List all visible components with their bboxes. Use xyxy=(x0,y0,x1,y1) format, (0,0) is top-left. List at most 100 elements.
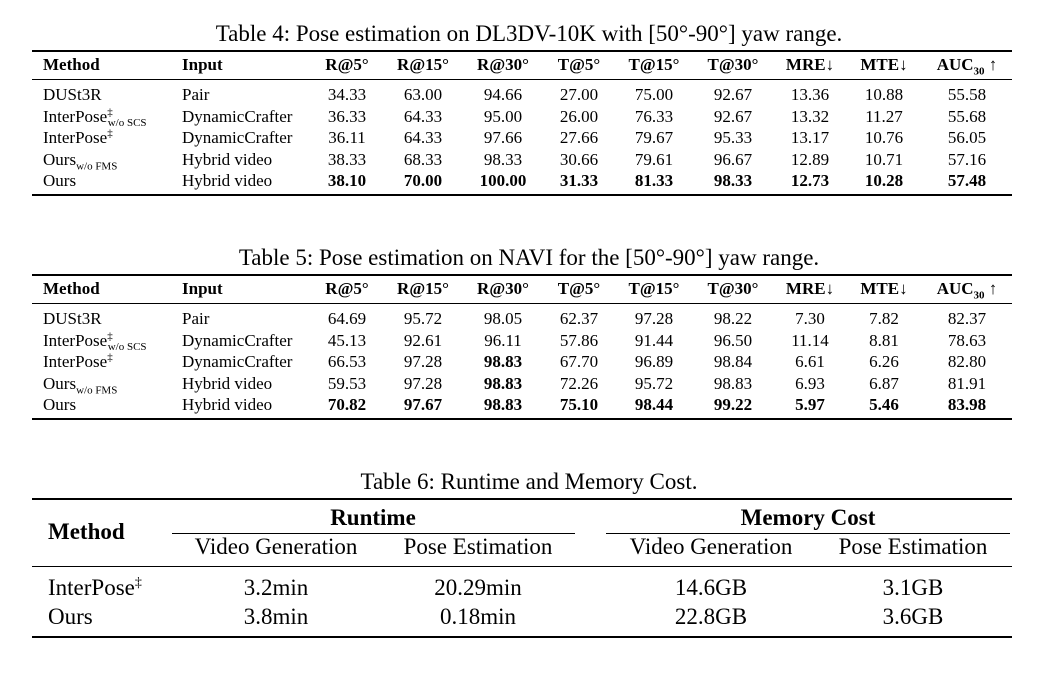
value-cell: 6.87 xyxy=(869,373,899,393)
input-cell: Pair xyxy=(182,309,210,328)
table5-caption: Table 5: Pose estimation on NAVI for the… xyxy=(238,245,820,270)
value-cell: 76.33 xyxy=(634,106,674,126)
table6-top-rule xyxy=(32,498,1012,500)
value-cell: 10.28 xyxy=(864,171,904,190)
table-row: Oursw/o FMS Hybrid video 59.53 97.28 98.83 72… xyxy=(0,373,1058,396)
value-cell: 91.44 xyxy=(634,330,674,350)
header-r5: R@5° xyxy=(325,279,369,298)
value-cell: 6.93 xyxy=(795,373,825,393)
table5-top-rule xyxy=(32,274,1012,276)
method-cell: Ours xyxy=(43,171,77,190)
method-cell: InterPose‡ xyxy=(48,575,142,600)
header-input: Input xyxy=(182,55,223,74)
value-cell: 10.71 xyxy=(864,149,904,169)
header-r5: R@5° xyxy=(325,55,369,74)
value-cell: 5.97 xyxy=(795,395,825,414)
table4-header-row: Method Input R@5° R@15° R@30° T@5° T@15°… xyxy=(0,54,1058,78)
value-cell: 96.67 xyxy=(713,149,753,169)
value-cell: 6.61 xyxy=(795,352,825,371)
table-row: InterPose‡ DynamicCrafter 36.11 64.33 97.66 2… xyxy=(0,127,1058,148)
header-mte: MTE↓ xyxy=(860,55,908,74)
value-cell: 64.33 xyxy=(403,106,443,126)
value-cell: 96.11 xyxy=(484,330,522,350)
memory-video-generation-header: Video Generation xyxy=(629,534,793,559)
value-cell: 10.88 xyxy=(864,85,904,104)
value-cell: 7.82 xyxy=(869,309,899,328)
header-t30: T@30° xyxy=(707,55,759,74)
method-cell: Oursw/o FMS xyxy=(43,373,118,396)
value-cell: 3.8min xyxy=(243,604,309,629)
value-cell: 64.33 xyxy=(403,128,443,147)
input-cell: DynamicCrafter xyxy=(182,128,293,147)
table-row: InterPose‡ 3.2min 20.29min 14.6GB 3.1GB xyxy=(0,574,1058,602)
value-cell: 70.82 xyxy=(327,395,367,414)
value-cell: 30.66 xyxy=(559,149,599,169)
value-cell: 95.72 xyxy=(634,373,674,393)
header-r15: R@15° xyxy=(397,55,449,74)
table6-method-header: Method xyxy=(48,519,125,544)
value-cell: 79.67 xyxy=(634,128,674,147)
table-row: Ours Hybrid video 38.10 70.00 100.00 31.33 81.… xyxy=(0,170,1058,191)
value-cell: 57.86 xyxy=(559,330,599,350)
value-cell: 98.83 xyxy=(483,352,523,371)
value-cell: 3.6GB xyxy=(882,604,944,629)
value-cell: 38.33 xyxy=(327,149,367,169)
table6-memory-header: Memory Cost xyxy=(740,505,876,530)
table5-mid-rule xyxy=(32,303,1012,304)
value-cell: 57.48 xyxy=(947,171,987,190)
value-cell: 59.53 xyxy=(327,373,367,393)
value-cell: 70.00 xyxy=(403,171,443,190)
input-cell: Hybrid video xyxy=(182,171,273,190)
table-row: InterPose‡w/o SCS DynamicCrafter 45.13 92.6… xyxy=(0,330,1058,352)
value-cell: 98.84 xyxy=(713,352,753,371)
input-cell: Pair xyxy=(182,85,210,104)
table6-bottom-rule xyxy=(32,636,1012,638)
header-auc: AUC30 ↑ xyxy=(936,279,998,302)
table6-caption: Table 6: Runtime and Memory Cost. xyxy=(360,469,698,494)
value-cell: 98.33 xyxy=(483,149,523,169)
value-cell: 34.33 xyxy=(327,85,367,104)
table4-mid-rule xyxy=(32,79,1012,80)
input-cell: Hybrid video xyxy=(182,373,273,393)
value-cell: 81.91 xyxy=(947,373,987,393)
value-cell: 36.11 xyxy=(328,128,366,147)
value-cell: 3.2min xyxy=(243,575,309,600)
header-mre: MRE↓ xyxy=(785,55,835,74)
memory-cmidrule xyxy=(606,533,1010,534)
method-cell: Oursw/o FMS xyxy=(43,149,118,172)
table4-bottom-rule xyxy=(32,194,1012,196)
value-cell: 95.00 xyxy=(483,106,523,126)
value-cell: 26.00 xyxy=(559,106,599,126)
method-cell: Ours xyxy=(48,604,93,629)
value-cell: 95.33 xyxy=(713,128,753,147)
value-cell: 63.00 xyxy=(403,85,443,104)
header-auc: AUC30 ↑ xyxy=(936,55,998,78)
method-cell: DUSt3R xyxy=(43,309,102,328)
value-cell: 66.53 xyxy=(327,352,367,371)
table5-bottom-rule xyxy=(32,418,1012,420)
value-cell: 55.58 xyxy=(947,85,987,104)
value-cell: 8.81 xyxy=(869,330,899,350)
value-cell: 11.27 xyxy=(865,106,903,126)
method-cell: DUSt3R xyxy=(43,85,102,104)
value-cell: 12.89 xyxy=(790,149,830,169)
value-cell: 27.66 xyxy=(559,128,599,147)
value-cell: 27.00 xyxy=(559,85,599,104)
input-cell: DynamicCrafter xyxy=(182,352,293,371)
method-cell: InterPose‡ xyxy=(43,351,113,371)
table-row: Ours 3.8min 0.18min 22.8GB 3.6GB xyxy=(0,603,1058,631)
header-r30: R@30° xyxy=(477,279,529,298)
method-cell: Ours xyxy=(43,395,77,414)
header-method: Method xyxy=(43,55,100,74)
runtime-video-generation-header: Video Generation xyxy=(194,534,358,559)
value-cell: 78.63 xyxy=(947,330,987,350)
input-cell: DynamicCrafter xyxy=(182,106,293,126)
value-cell: 98.83 xyxy=(483,395,523,414)
value-cell: 62.37 xyxy=(559,309,599,328)
value-cell: 38.10 xyxy=(327,171,367,190)
header-mre: MRE↓ xyxy=(785,279,835,298)
value-cell: 92.67 xyxy=(713,106,753,126)
table6-mid-rule xyxy=(32,566,1012,567)
header-t30: T@30° xyxy=(707,279,759,298)
value-cell: 36.33 xyxy=(327,106,367,126)
